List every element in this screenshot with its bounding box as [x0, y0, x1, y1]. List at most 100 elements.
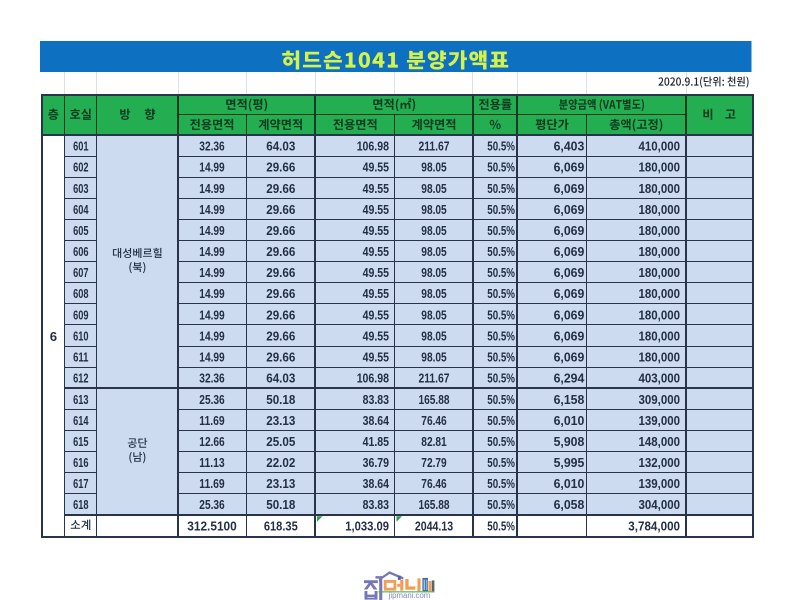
svg-text:76.46: 76.46: [421, 476, 446, 491]
svg-text:23.13: 23.13: [266, 413, 295, 428]
svg-text:180,000: 180,000: [639, 244, 681, 259]
svg-text:132,000: 132,000: [639, 455, 681, 470]
svg-text:98.05: 98.05: [421, 286, 446, 301]
svg-text:148,000: 148,000: [639, 434, 681, 449]
svg-text:312.5100: 312.5100: [187, 519, 237, 534]
svg-text:98.05: 98.05: [421, 160, 446, 175]
svg-text:2044.13: 2044.13: [415, 519, 453, 534]
svg-text:50.5%: 50.5%: [487, 181, 515, 196]
svg-text:1,033.09: 1,033.09: [345, 519, 389, 534]
svg-text:50.5%: 50.5%: [487, 160, 515, 175]
svg-text:50.5%: 50.5%: [487, 286, 515, 301]
svg-text:29.66: 29.66: [266, 181, 295, 196]
svg-text:616: 616: [73, 455, 88, 470]
svg-text:50.5%: 50.5%: [487, 202, 515, 217]
svg-text:614: 614: [73, 413, 89, 428]
svg-text:618.35: 618.35: [264, 519, 298, 534]
svg-text:180,000: 180,000: [639, 160, 681, 175]
svg-text:603: 603: [73, 181, 88, 196]
svg-text:64.03: 64.03: [266, 371, 295, 386]
svg-text:211.67: 211.67: [418, 371, 449, 386]
svg-text:83.83: 83.83: [363, 497, 389, 512]
svg-text:618: 618: [73, 497, 88, 512]
svg-text:50.5%: 50.5%: [487, 476, 515, 491]
svg-text:49.55: 49.55: [363, 181, 389, 196]
svg-text:604: 604: [73, 202, 89, 217]
svg-text:98.05: 98.05: [421, 350, 446, 365]
svg-text:49.55: 49.55: [363, 223, 389, 238]
svg-text:180,000: 180,000: [639, 202, 681, 217]
svg-text:98.05: 98.05: [421, 307, 446, 322]
svg-text:29.66: 29.66: [266, 202, 295, 217]
svg-text:6,069: 6,069: [554, 181, 585, 196]
svg-text:29.66: 29.66: [266, 223, 295, 238]
svg-text:106.98: 106.98: [357, 371, 389, 386]
svg-text:601: 601: [73, 139, 88, 154]
svg-text:14.99: 14.99: [199, 307, 224, 322]
svg-text:98.05: 98.05: [421, 265, 446, 280]
svg-text:50.5%: 50.5%: [487, 497, 515, 512]
svg-text:98.05: 98.05: [421, 223, 446, 238]
svg-text:29.66: 29.66: [266, 286, 295, 301]
svg-text:6,069: 6,069: [554, 202, 585, 217]
svg-text:49.55: 49.55: [363, 350, 389, 365]
svg-text:612: 612: [73, 371, 88, 386]
svg-text:14.99: 14.99: [199, 202, 224, 217]
svg-text:6,010: 6,010: [554, 413, 585, 428]
svg-text:12.66: 12.66: [199, 434, 224, 449]
svg-text:14.99: 14.99: [199, 350, 224, 365]
svg-text:180,000: 180,000: [639, 265, 681, 280]
svg-text:606: 606: [73, 244, 88, 259]
svg-text:14.99: 14.99: [199, 329, 224, 344]
svg-text:180,000: 180,000: [639, 286, 681, 301]
svg-text:304,000: 304,000: [639, 497, 681, 512]
svg-text:29.66: 29.66: [266, 350, 295, 365]
svg-text:50.5%: 50.5%: [487, 329, 515, 344]
svg-text:49.55: 49.55: [363, 244, 389, 259]
svg-text:6,403: 6,403: [554, 139, 585, 154]
svg-text:6,069: 6,069: [554, 350, 585, 365]
svg-text:6,158: 6,158: [554, 392, 585, 407]
svg-text:49.55: 49.55: [363, 307, 389, 322]
svg-text:6,010: 6,010: [554, 476, 585, 491]
svg-text:410,000: 410,000: [639, 139, 681, 154]
svg-text:309,000: 309,000: [639, 392, 681, 407]
svg-text:50.5%: 50.5%: [487, 455, 515, 470]
svg-text:615: 615: [73, 434, 88, 449]
svg-text:98.05: 98.05: [421, 181, 446, 196]
svg-text:50.5%: 50.5%: [487, 265, 515, 280]
svg-text:50.5%: 50.5%: [487, 350, 515, 365]
svg-text:608: 608: [73, 286, 88, 301]
svg-text:29.66: 29.66: [266, 160, 295, 175]
svg-text:5,995: 5,995: [554, 455, 585, 470]
svg-text:22.02: 22.02: [266, 455, 295, 470]
svg-text:50.5%: 50.5%: [487, 371, 515, 386]
svg-text:180,000: 180,000: [639, 350, 681, 365]
svg-text:14.99: 14.99: [199, 181, 224, 196]
svg-text:23.13: 23.13: [266, 476, 295, 491]
svg-text:610: 610: [73, 329, 88, 344]
svg-text:50.5%: 50.5%: [487, 307, 515, 322]
svg-text:11.69: 11.69: [199, 476, 224, 491]
svg-text:165.88: 165.88: [418, 497, 449, 512]
svg-text:6,294: 6,294: [554, 371, 585, 386]
svg-text:50.5%: 50.5%: [487, 244, 515, 259]
svg-text:6,069: 6,069: [554, 160, 585, 175]
svg-text:72.79: 72.79: [421, 455, 446, 470]
svg-text:14.99: 14.99: [199, 160, 224, 175]
svg-text:29.66: 29.66: [266, 329, 295, 344]
svg-text:32.36: 32.36: [199, 139, 224, 154]
svg-text:14.99: 14.99: [199, 244, 224, 259]
svg-text:98.05: 98.05: [421, 202, 446, 217]
svg-text:6,058: 6,058: [554, 497, 585, 512]
svg-text:6,069: 6,069: [554, 307, 585, 322]
svg-text:41.85: 41.85: [363, 434, 389, 449]
svg-text:98.05: 98.05: [421, 244, 446, 259]
svg-text:98.05: 98.05: [421, 329, 446, 344]
svg-text:180,000: 180,000: [639, 223, 681, 238]
svg-text:613: 613: [73, 392, 88, 407]
svg-text:6,069: 6,069: [554, 223, 585, 238]
svg-text:50.18: 50.18: [266, 392, 295, 407]
svg-text:50.5%: 50.5%: [487, 413, 515, 428]
svg-text:14.99: 14.99: [199, 265, 224, 280]
